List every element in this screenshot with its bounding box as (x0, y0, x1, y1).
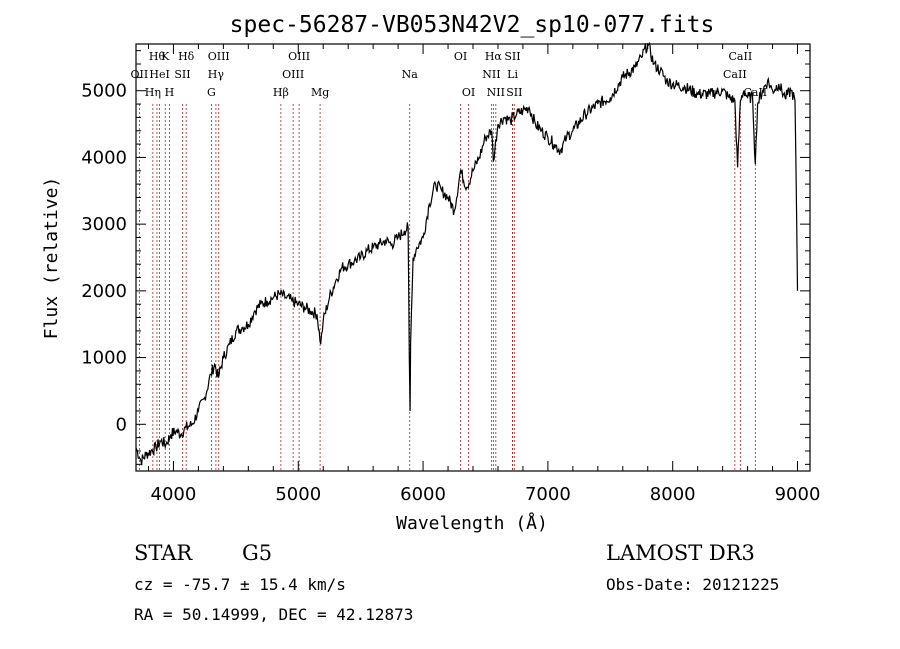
line-marker-label: Hα (485, 50, 503, 63)
y-axis-label: Flux (relative) (41, 177, 62, 340)
line-marker-label: K (161, 50, 170, 63)
chart-title: spec-56287-VB053N42V2_sp10-077.fits (230, 12, 715, 38)
line-marker-label: SII (174, 68, 190, 81)
object-class: STAR (134, 541, 193, 565)
line-marker-label: OI (462, 86, 475, 99)
spectral-subclass: G5 (242, 541, 272, 565)
y-tick-label: 1000 (81, 348, 127, 369)
spectrum-line (135, 41, 799, 466)
y-tick-label: 2000 (81, 281, 127, 302)
line-marker-label: OII (131, 68, 149, 81)
line-marker-label: Hη (145, 86, 161, 99)
line-marker-label: Hβ (273, 86, 289, 99)
x-tick-label: 4000 (151, 484, 197, 505)
survey-name: LAMOST DR3 (606, 541, 755, 565)
line-marker-label: Hγ (208, 68, 225, 81)
emission-line-markers: OII Hη Hθ HeI K H SII Hδ G Hγ OIII Hβ OIII OIII Mg Na OI… (131, 50, 767, 471)
y-tick-label: 3000 (81, 214, 127, 235)
line-marker-label: OIII (282, 68, 304, 81)
line-marker-label: HeI (149, 68, 169, 81)
line-marker-label: Mg (311, 86, 329, 99)
x-tick-label: 8000 (650, 484, 696, 505)
line-marker-label: CaII (729, 50, 753, 63)
x-tick-label: 9000 (775, 484, 821, 505)
line-marker-label: Hδ (178, 50, 195, 63)
sky-coordinates: RA = 50.14999, DEC = 42.12873 (134, 605, 413, 624)
y-tick-label: 4000 (81, 147, 127, 168)
x-axis-ticks: 4000 5000 6000 7000 8000 9000 (147, 44, 821, 505)
redshift-velocity: cz = -75.7 ± 15.4 km/s (134, 575, 346, 594)
x-tick-label: 7000 (525, 484, 571, 505)
x-tick-label: 6000 (400, 484, 446, 505)
y-tick-label: 0 (116, 414, 127, 435)
line-marker-label: NII (487, 86, 505, 99)
line-marker-label: OI (454, 50, 467, 63)
observation-date: Obs-Date: 20121225 (606, 575, 779, 594)
line-marker-label: Hθ (149, 50, 166, 63)
y-tick-label: 5000 (81, 81, 127, 102)
line-marker-label: H (165, 86, 175, 99)
line-marker-label: NII (482, 68, 500, 81)
line-marker-label: Na (402, 68, 419, 81)
x-axis-label: Wavelength (Å) (396, 512, 548, 534)
x-tick-label: 5000 (275, 484, 321, 505)
line-marker-label: CaII (723, 68, 747, 81)
line-marker-label: SII (506, 86, 522, 99)
line-marker-label: SII (504, 50, 520, 63)
plot-frame (135, 43, 811, 472)
line-marker-label: G (207, 86, 216, 99)
line-marker-label: Li (507, 68, 518, 81)
line-marker-label: OIII (288, 50, 310, 63)
y-axis-ticks: 0 1000 2000 3000 4000 5000 (81, 50, 810, 465)
line-marker-label: OIII (208, 50, 230, 63)
